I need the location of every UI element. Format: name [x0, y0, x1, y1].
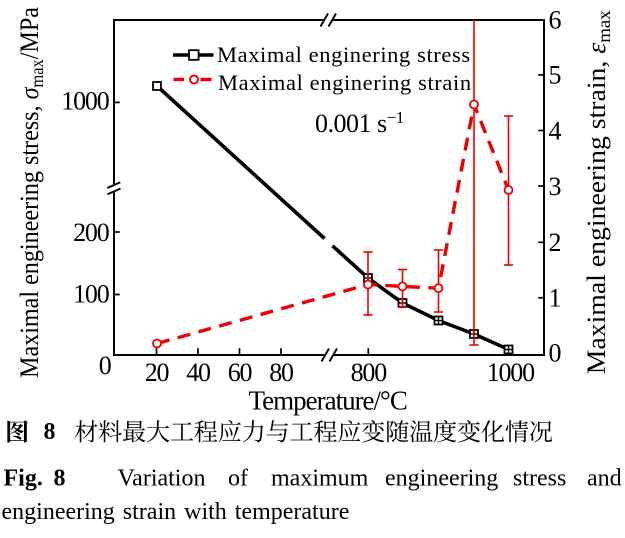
- svg-text:200: 200: [73, 218, 110, 247]
- svg-text:engineering: engineering: [385, 466, 498, 492]
- svg-text:3: 3: [549, 172, 561, 201]
- svg-text:8: 8: [54, 466, 66, 492]
- svg-text:Maximal enginering stress: Maximal enginering stress: [217, 42, 471, 67]
- svg-text:20: 20: [145, 358, 170, 387]
- svg-text:40: 40: [186, 358, 211, 387]
- svg-text:0: 0: [549, 339, 562, 368]
- svg-text:stress: stress: [513, 466, 566, 492]
- svg-text:800: 800: [351, 358, 388, 387]
- svg-text:80: 80: [269, 358, 294, 387]
- svg-text:1000: 1000: [61, 87, 109, 116]
- svg-text:Variation: Variation: [118, 466, 206, 492]
- svg-text:2: 2: [549, 228, 561, 257]
- svg-text:1000: 1000: [487, 358, 535, 387]
- svg-text:of: of: [228, 466, 248, 492]
- svg-text:maximum: maximum: [271, 466, 369, 492]
- svg-text:and: and: [587, 466, 622, 492]
- svg-text:6: 6: [549, 5, 562, 34]
- svg-text:Temperature/°C: Temperature/°C: [249, 386, 407, 416]
- svg-text:100: 100: [73, 280, 110, 309]
- svg-text:Fig.: Fig.: [4, 466, 43, 492]
- svg-text:8: 8: [44, 419, 56, 445]
- svg-text:Maximal enginering strain: Maximal enginering strain: [218, 70, 472, 95]
- svg-text:4: 4: [549, 116, 562, 145]
- svg-text:Maximal engineering strain, εm: Maximal engineering strain, εmax: [581, 10, 614, 374]
- svg-text:5: 5: [549, 61, 561, 90]
- svg-text:60: 60: [228, 358, 253, 387]
- svg-text:1: 1: [549, 284, 561, 313]
- svg-text:0: 0: [99, 351, 112, 380]
- svg-text:engineering strain with temper: engineering strain with temperature: [2, 499, 350, 525]
